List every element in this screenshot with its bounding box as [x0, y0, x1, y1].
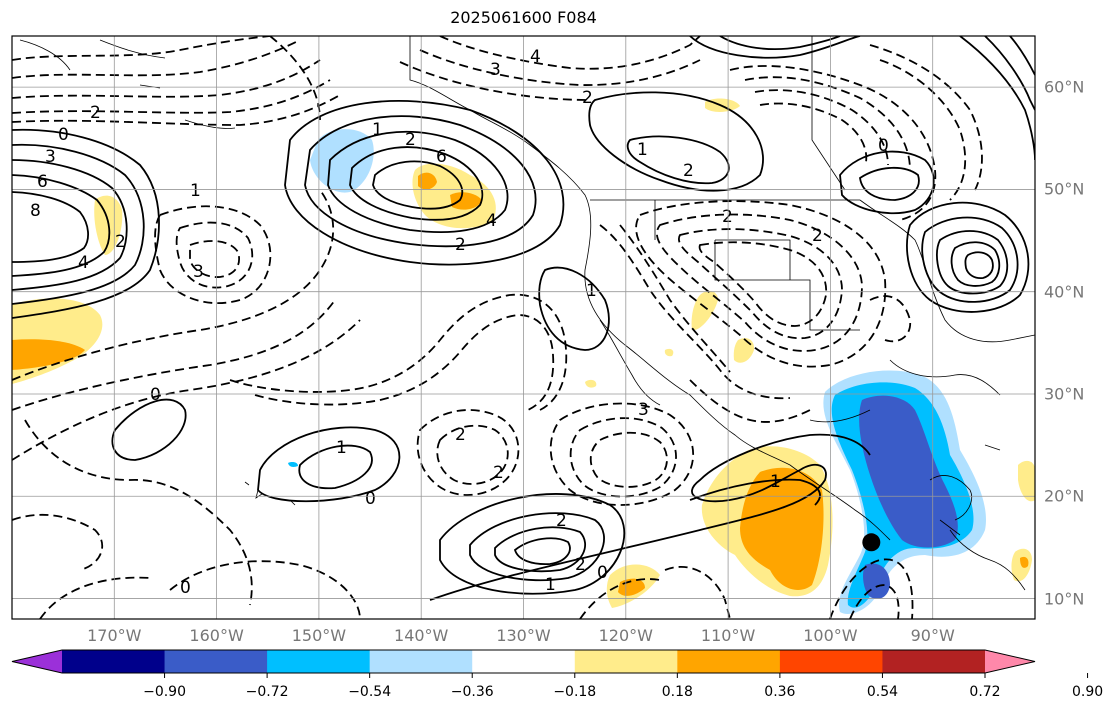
contour-label: 6: [436, 147, 447, 167]
contour-label: 1: [336, 438, 347, 458]
contour-label: 2: [722, 207, 733, 227]
colorbar-segment: [369, 650, 473, 673]
contour-label: 2: [582, 88, 593, 108]
positive-contours: [12, 36, 1035, 601]
longitude-label: 150°W: [291, 626, 347, 645]
contour-label: 0: [597, 563, 608, 583]
contour-label: 3: [638, 400, 649, 420]
longitude-label: 90°W: [910, 626, 955, 645]
colorbar-segment: [472, 650, 576, 673]
contour-label: 0: [150, 385, 161, 405]
longitude-label: 110°W: [700, 626, 756, 645]
contour-label: 4: [486, 211, 497, 231]
contour-label: 1: [770, 472, 781, 492]
colorbar-segment: [779, 650, 883, 673]
longitude-label: 120°W: [598, 626, 653, 645]
contour-label: 1: [372, 120, 383, 140]
contour-label: 2: [683, 161, 694, 181]
latitude-label: 60°N: [1044, 77, 1085, 97]
contour-label: 0: [365, 489, 376, 509]
colorbar-tick-label: 0.36: [764, 684, 796, 700]
contour-label: 1: [190, 181, 201, 201]
colorbar-segment: [985, 650, 1035, 673]
contour-label: 2: [405, 130, 416, 150]
contour-label: 0: [180, 578, 191, 598]
contour-label: 4: [530, 47, 541, 67]
colorbar-tick-label: −0.18: [553, 684, 597, 700]
contour-label: 0: [878, 136, 889, 156]
contour-label: 2: [493, 463, 504, 483]
contour-label: 3: [490, 60, 501, 80]
colorbar-segment: [574, 650, 678, 673]
contour-label: 1: [637, 140, 648, 160]
contour-label: 1: [545, 575, 556, 595]
colorbar-tick-label: 0.90: [1071, 684, 1104, 700]
colorbar-segment: [62, 650, 166, 673]
colorbar-segment: [677, 650, 781, 673]
colorbar-segment: [267, 650, 371, 673]
contour-label: 3: [45, 147, 56, 167]
latitude-label: 10°N: [1044, 589, 1085, 609]
contour-label: 2: [556, 511, 567, 531]
contour-label: 2: [455, 425, 466, 445]
colorbar-tick-label: 0.18: [661, 684, 693, 700]
longitude-label: 170°W: [87, 626, 142, 645]
longitude-label: 100°W: [803, 626, 858, 645]
latitude-label: 40°N: [1044, 282, 1085, 302]
contour-label: 2: [455, 235, 466, 255]
colorbar-tick-label: 0.54: [866, 684, 899, 700]
contour-labels: 0 2 3 4 6 8 1 2 3 4 6 2 2 1 2 2 4 1 3 0 …: [30, 47, 889, 598]
contour-label: 2: [115, 232, 126, 252]
gridlines: [12, 36, 1035, 619]
contour-label: 8: [30, 201, 41, 221]
map-title: 2025061600 F084: [450, 8, 597, 27]
contour-label: 0: [58, 125, 69, 145]
colorbar-tick-label: −0.90: [143, 684, 186, 700]
longitude-label: 140°W: [394, 626, 449, 645]
colorbar-tick-label: 0.72: [969, 684, 1001, 700]
contour-label: 6: [37, 172, 48, 192]
map-frame: [11, 35, 1036, 620]
colorbar-segment: [882, 650, 986, 673]
contour-label: 2: [812, 226, 823, 246]
colorbar-segment: [164, 650, 268, 673]
colorbar-tick-label: −0.72: [245, 684, 289, 700]
colorbar-tick-label: −0.54: [348, 684, 392, 700]
colorbar-segment: [12, 650, 62, 673]
latitude-label: 50°N: [1044, 179, 1085, 199]
colorbar-outline: [11, 649, 1036, 674]
longitude-label: 160°W: [189, 626, 244, 645]
latitude-label: 20°N: [1044, 486, 1085, 506]
longitude-label: 130°W: [496, 626, 551, 645]
contour-label: 1: [586, 281, 597, 301]
location-marker: [862, 533, 881, 552]
latitude-label: 30°N: [1044, 384, 1085, 404]
contour-label: 2: [575, 555, 586, 575]
contour-label: 3: [193, 262, 204, 282]
contour-label: 4: [78, 253, 89, 273]
colorbar: [11, 649, 1089, 678]
contour-label: 2: [90, 103, 101, 123]
negative-contours: [12, 36, 983, 619]
colorbar-tick-label: −0.36: [450, 684, 494, 700]
